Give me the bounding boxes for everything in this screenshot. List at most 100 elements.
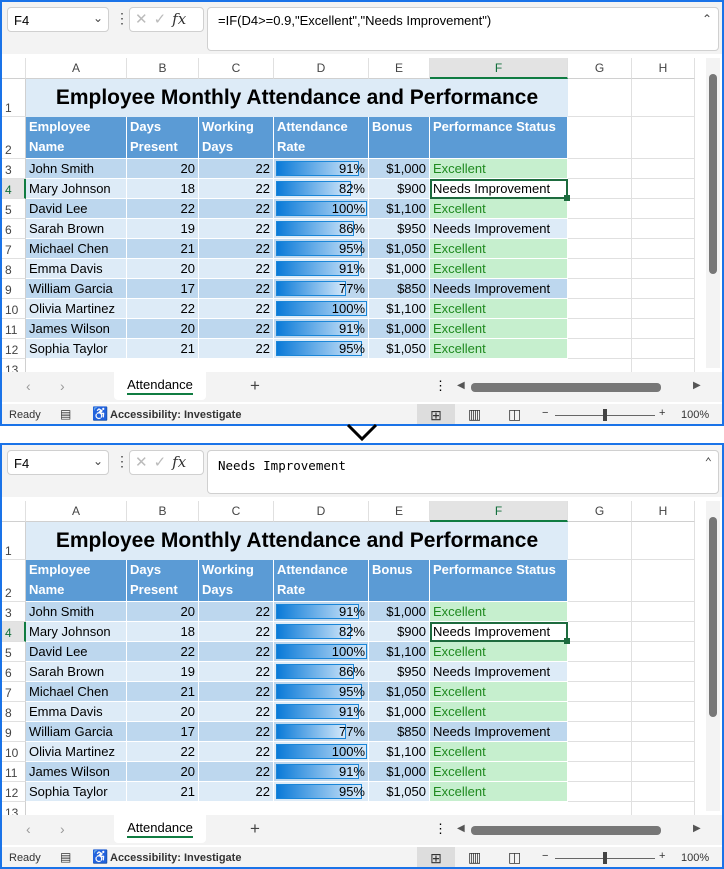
add-sheet-button[interactable]: +	[250, 376, 260, 395]
working-cell[interactable]: 22	[199, 742, 274, 762]
working-cell[interactable]: 22	[199, 199, 274, 219]
empty-cell[interactable]	[568, 602, 632, 622]
empty-cell[interactable]	[568, 79, 632, 117]
working-cell[interactable]: 22	[199, 682, 274, 702]
rate-cell[interactable]: 100%	[274, 199, 369, 219]
row-header-7[interactable]: 7	[2, 682, 26, 702]
empty-cell[interactable]	[568, 339, 632, 359]
enter-icon[interactable]: ✓	[153, 454, 173, 471]
status-cell[interactable]: Excellent	[430, 602, 568, 622]
cancel-icon[interactable]: ✕	[135, 454, 154, 471]
status-cell[interactable]: Excellent	[430, 299, 568, 319]
status-cell[interactable]: Excellent	[430, 199, 568, 219]
status-cell[interactable]: Needs Improvement	[430, 622, 570, 644]
more-options-icon[interactable]: ⋮	[115, 10, 129, 26]
working-cell[interactable]: 22	[199, 762, 274, 782]
name-cell[interactable]: Olivia Martinez	[26, 299, 127, 319]
empty-cell[interactable]	[632, 702, 695, 722]
column-header-F[interactable]: F	[430, 58, 568, 79]
rate-cell[interactable]: 95%	[274, 682, 369, 702]
column-header-F[interactable]: F	[430, 501, 568, 522]
vertical-scroll-thumb[interactable]	[709, 517, 717, 717]
working-cell[interactable]: 22	[199, 179, 274, 199]
bonus-cell[interactable]: $950	[369, 219, 430, 239]
page-layout-icon[interactable]: ▥	[468, 849, 482, 865]
name-cell[interactable]: John Smith	[26, 159, 127, 179]
present-cell[interactable]: 20	[127, 702, 199, 722]
row-header-2[interactable]: 2	[2, 560, 26, 602]
status-cell[interactable]: Excellent	[430, 742, 568, 762]
present-cell[interactable]: 17	[127, 722, 199, 742]
empty-cell[interactable]	[568, 742, 632, 762]
empty-cell[interactable]	[632, 239, 695, 259]
bonus-cell[interactable]: $1,000	[369, 762, 430, 782]
empty-cell[interactable]	[568, 782, 632, 802]
empty-cell[interactable]	[632, 722, 695, 742]
present-cell[interactable]: 18	[127, 179, 199, 199]
zoom-in-button[interactable]: +	[659, 407, 666, 419]
row-header-1[interactable]: 1	[2, 79, 26, 117]
working-cell[interactable]: 22	[199, 319, 274, 339]
column-header-E[interactable]: E	[369, 58, 430, 79]
empty-cell[interactable]	[632, 79, 695, 117]
column-header-E[interactable]: E	[369, 501, 430, 522]
present-cell[interactable]: 20	[127, 762, 199, 782]
rate-cell[interactable]: 86%	[274, 662, 369, 682]
name-cell[interactable]: Sophia Taylor	[26, 782, 127, 802]
row-header-3[interactable]: 3	[2, 159, 26, 179]
header-cell[interactable]: Days Present	[127, 117, 199, 159]
name-cell[interactable]: Sophia Taylor	[26, 339, 127, 359]
bonus-cell[interactable]: $1,050	[369, 782, 430, 802]
name-cell[interactable]: Michael Chen	[26, 239, 127, 259]
fill-handle[interactable]	[564, 195, 570, 201]
column-header-D[interactable]: D	[274, 501, 369, 522]
name-cell[interactable]: David Lee	[26, 642, 127, 662]
enter-icon[interactable]: ✓	[153, 11, 173, 28]
empty-cell[interactable]	[632, 199, 695, 219]
row-header-6[interactable]: 6	[2, 219, 26, 239]
present-cell[interactable]: 20	[127, 602, 199, 622]
name-cell[interactable]: Mary Johnson	[26, 622, 127, 642]
zoom-out-button[interactable]: −	[542, 407, 549, 419]
working-cell[interactable]: 22	[199, 782, 274, 802]
bonus-cell[interactable]: $1,100	[369, 299, 430, 319]
status-cell[interactable]: Excellent	[430, 339, 568, 359]
rate-cell[interactable]: 91%	[274, 702, 369, 722]
status-cell[interactable]: Excellent	[430, 239, 568, 259]
bonus-cell[interactable]: $1,100	[369, 642, 430, 662]
empty-cell[interactable]	[632, 279, 695, 299]
vertical-scroll-thumb[interactable]	[709, 74, 717, 274]
working-cell[interactable]: 22	[199, 339, 274, 359]
collapse-formula-bar-icon[interactable]: ⌃	[704, 455, 712, 469]
empty-cell[interactable]	[632, 622, 695, 642]
present-cell[interactable]: 17	[127, 279, 199, 299]
working-cell[interactable]: 22	[199, 602, 274, 622]
working-cell[interactable]: 22	[199, 702, 274, 722]
sheet-tab-attendance[interactable]: Attendance	[114, 815, 206, 843]
name-cell[interactable]: Mary Johnson	[26, 179, 127, 199]
title-cell[interactable]: Employee Monthly Attendance and Performa…	[26, 79, 568, 117]
rate-cell[interactable]: 95%	[274, 339, 369, 359]
header-cell[interactable]: Working Days	[199, 117, 274, 159]
name-cell[interactable]: Sarah Brown	[26, 662, 127, 682]
fill-handle[interactable]	[564, 638, 570, 644]
bonus-cell[interactable]: $1,000	[369, 319, 430, 339]
empty-cell[interactable]	[568, 319, 632, 339]
row-header-5[interactable]: 5	[2, 199, 26, 219]
status-cell[interactable]: Excellent	[430, 682, 568, 702]
empty-cell[interactable]	[632, 259, 695, 279]
macro-recording-icon[interactable]: ▤	[60, 850, 72, 864]
empty-cell[interactable]	[632, 662, 695, 682]
rate-cell[interactable]: 77%	[274, 279, 369, 299]
row-header-9[interactable]: 9	[2, 279, 26, 299]
rate-cell[interactable]: 91%	[274, 259, 369, 279]
name-cell[interactable]: David Lee	[26, 199, 127, 219]
name-cell[interactable]: John Smith	[26, 602, 127, 622]
empty-cell[interactable]	[568, 522, 632, 560]
working-cell[interactable]: 22	[199, 622, 274, 642]
status-cell[interactable]: Needs Improvement	[430, 722, 568, 742]
row-header-1[interactable]: 1	[2, 522, 26, 560]
prev-sheet-icon[interactable]: ‹	[26, 821, 31, 837]
column-header-A[interactable]: A	[26, 501, 127, 522]
chevron-down-icon[interactable]: ⌄	[92, 11, 103, 25]
